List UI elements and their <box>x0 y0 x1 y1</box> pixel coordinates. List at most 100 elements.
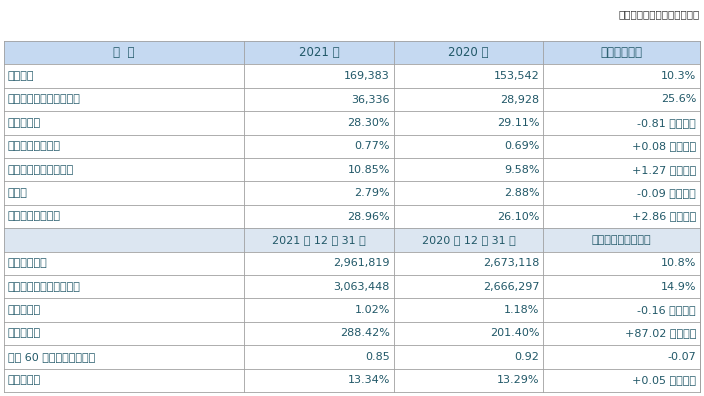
Bar <box>394 135 543 158</box>
Text: 169,383: 169,383 <box>344 71 390 81</box>
Text: 2.88%: 2.88% <box>504 188 539 198</box>
Bar <box>543 275 700 299</box>
Bar <box>4 322 244 345</box>
Text: 28,928: 28,928 <box>501 95 539 105</box>
Text: 成本收入比: 成本收入比 <box>8 118 41 128</box>
Bar <box>4 228 244 251</box>
Text: 13.34%: 13.34% <box>347 375 390 385</box>
Text: 净息差: 净息差 <box>8 188 28 198</box>
Text: 0.69%: 0.69% <box>504 141 539 151</box>
Text: 2021 年 12 月 31 日: 2021 年 12 月 31 日 <box>272 235 366 245</box>
Text: -0.09 个百分点: -0.09 个百分点 <box>637 188 696 198</box>
Text: 2,961,819: 2,961,819 <box>333 258 390 268</box>
Bar <box>4 158 244 181</box>
Bar <box>543 111 700 135</box>
Text: 拨备覆盖率: 拨备覆盖率 <box>8 329 41 339</box>
Bar <box>244 111 394 135</box>
Bar <box>543 369 700 392</box>
Bar <box>244 369 394 392</box>
Text: 10.8%: 10.8% <box>660 258 696 268</box>
Bar <box>543 228 700 251</box>
Bar <box>394 181 543 205</box>
Bar <box>543 322 700 345</box>
Text: 吸收存款本金: 吸收存款本金 <box>8 258 48 268</box>
Text: 平均总资产收益率: 平均总资产收益率 <box>8 141 61 151</box>
Text: 288.42%: 288.42% <box>340 329 390 339</box>
Bar <box>244 181 394 205</box>
Bar <box>543 181 700 205</box>
Bar <box>543 135 700 158</box>
Bar <box>244 345 394 369</box>
Text: 153,542: 153,542 <box>494 71 539 81</box>
Bar <box>394 111 543 135</box>
Text: 0.77%: 0.77% <box>354 141 390 151</box>
Bar <box>4 88 244 111</box>
Bar <box>244 228 394 251</box>
Bar <box>394 205 543 228</box>
Text: +2.86 个百分点: +2.86 个百分点 <box>631 211 696 221</box>
Bar <box>4 345 244 369</box>
Text: 不良贷款率: 不良贷款率 <box>8 305 41 315</box>
Bar <box>543 205 700 228</box>
Bar <box>543 41 700 65</box>
Bar <box>394 41 543 65</box>
Bar <box>4 275 244 299</box>
Bar <box>244 65 394 88</box>
Bar <box>4 369 244 392</box>
Text: 2,666,297: 2,666,297 <box>483 282 539 292</box>
Bar <box>4 41 244 65</box>
Text: 本年同比增减: 本年同比增减 <box>601 46 643 59</box>
Bar <box>244 275 394 299</box>
Text: 0.85: 0.85 <box>365 352 390 362</box>
Bar <box>4 181 244 205</box>
Text: （货币单位：人民币百万元）: （货币单位：人民币百万元） <box>619 9 700 19</box>
Text: 28.30%: 28.30% <box>347 118 390 128</box>
Text: 营业收入: 营业收入 <box>8 71 34 81</box>
Text: 2.79%: 2.79% <box>354 188 390 198</box>
Text: 9.58%: 9.58% <box>504 165 539 175</box>
Bar <box>244 299 394 322</box>
Bar <box>244 88 394 111</box>
Text: 发放贷款和垫款本金总额: 发放贷款和垫款本金总额 <box>8 282 81 292</box>
Text: 1.18%: 1.18% <box>504 305 539 315</box>
Text: 26.10%: 26.10% <box>497 211 539 221</box>
Bar <box>394 88 543 111</box>
Text: 3,063,448: 3,063,448 <box>334 282 390 292</box>
Text: 29.11%: 29.11% <box>497 118 539 128</box>
Bar <box>543 345 700 369</box>
Text: -0.16 个百分点: -0.16 个百分点 <box>637 305 696 315</box>
Text: +87.02 个百分点: +87.02 个百分点 <box>624 329 696 339</box>
Bar <box>543 65 700 88</box>
Text: 36,336: 36,336 <box>351 95 390 105</box>
Text: -0.81 个百分点: -0.81 个百分点 <box>637 118 696 128</box>
Bar <box>4 135 244 158</box>
Text: 归属于本行股东的净利润: 归属于本行股东的净利润 <box>8 95 81 105</box>
Text: 2020 年 12 月 31 日: 2020 年 12 月 31 日 <box>422 235 515 245</box>
Bar <box>394 158 543 181</box>
Bar <box>244 322 394 345</box>
Bar <box>394 251 543 275</box>
Bar <box>543 299 700 322</box>
Bar <box>244 251 394 275</box>
Text: 加权平均净资产收益率: 加权平均净资产收益率 <box>8 165 74 175</box>
Text: 1.02%: 1.02% <box>354 305 390 315</box>
Bar <box>543 251 700 275</box>
Text: +0.05 个百分点: +0.05 个百分点 <box>632 375 696 385</box>
Bar <box>244 135 394 158</box>
Bar <box>244 41 394 65</box>
Text: 201.40%: 201.40% <box>490 329 539 339</box>
Bar <box>244 158 394 181</box>
Text: 10.85%: 10.85% <box>347 165 390 175</box>
Text: 2021 年: 2021 年 <box>298 46 339 59</box>
Bar <box>4 299 244 322</box>
Text: 28.96%: 28.96% <box>347 211 390 221</box>
Text: -0.07: -0.07 <box>667 352 696 362</box>
Text: 本年末比上年末增减: 本年末比上年末增减 <box>592 235 651 245</box>
Bar <box>543 158 700 181</box>
Text: 14.9%: 14.9% <box>660 282 696 292</box>
Bar <box>4 205 244 228</box>
Bar <box>543 88 700 111</box>
Bar <box>244 205 394 228</box>
Bar <box>4 111 244 135</box>
Text: +1.27 个百分点: +1.27 个百分点 <box>631 165 696 175</box>
